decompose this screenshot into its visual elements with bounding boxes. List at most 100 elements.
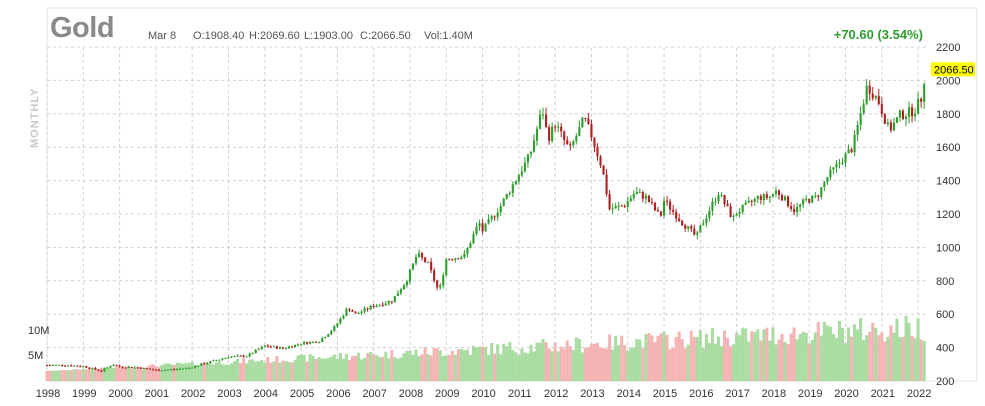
- volume-bar: [511, 349, 515, 381]
- candle-body: [747, 200, 750, 203]
- volume-bar: [69, 369, 73, 381]
- candle-body: [136, 367, 139, 369]
- candle-body: [526, 154, 529, 163]
- candle-body: [596, 146, 599, 157]
- volume-bar: [611, 349, 615, 381]
- candle-body: [765, 194, 768, 199]
- candle-body: [656, 210, 660, 212]
- x-tick-label: 2002: [181, 388, 205, 400]
- volume-bar: [208, 363, 212, 381]
- volume-bar: [81, 369, 85, 381]
- candle-body: [67, 365, 70, 367]
- candle-body: [363, 308, 366, 312]
- volume-bar: [580, 352, 584, 381]
- candle-body: [538, 114, 542, 129]
- candle-body: [454, 258, 457, 260]
- candle-body: [206, 363, 209, 365]
- x-tick-label: 2022: [907, 388, 931, 400]
- volume-bar: [465, 349, 469, 381]
- candle-body: [169, 369, 173, 371]
- volume-bar: [220, 364, 224, 381]
- volume-bar: [523, 352, 527, 381]
- volume-bar: [783, 342, 787, 381]
- candle-body: [808, 198, 811, 203]
- candle-body: [793, 208, 796, 213]
- volume-bar: [205, 363, 209, 381]
- candle-body: [266, 345, 269, 347]
- candle-body: [729, 206, 732, 217]
- volume-bar: [747, 341, 751, 381]
- candle-body: [460, 257, 463, 260]
- candle-body: [759, 195, 762, 201]
- candle-body: [608, 194, 611, 210]
- volume-bar: [360, 359, 364, 381]
- volume-bar: [193, 365, 197, 381]
- candle-body: [617, 205, 620, 207]
- candle-body: [405, 281, 408, 286]
- candle-body: [369, 305, 372, 310]
- candle-body: [97, 369, 100, 371]
- volume-bar: [638, 339, 642, 381]
- volume-bar: [233, 360, 237, 381]
- candle-body: [732, 215, 735, 217]
- candle-body: [505, 193, 508, 199]
- candle-body: [868, 85, 871, 94]
- candle-body: [802, 199, 805, 205]
- volume-bar: [599, 347, 603, 381]
- candle-body: [242, 355, 245, 357]
- volume-bar: [163, 363, 167, 381]
- volume-bar: [889, 325, 893, 381]
- candle-body: [439, 285, 442, 288]
- volume-bar: [72, 369, 76, 381]
- candle-body: [898, 110, 902, 118]
- candle-body: [662, 200, 666, 216]
- candle-body: [641, 191, 644, 199]
- candle-body: [545, 114, 548, 128]
- volume-bar: [441, 355, 445, 381]
- volume-bar: [738, 335, 742, 381]
- volume-bar: [66, 370, 70, 381]
- volume-bar: [828, 326, 832, 381]
- volume-bar: [278, 362, 282, 381]
- volume-bar: [109, 367, 113, 381]
- candle-body: [859, 113, 862, 126]
- candle-body: [445, 259, 448, 276]
- candle-body: [693, 228, 696, 235]
- volume-bar: [411, 354, 415, 381]
- volume-bar: [487, 355, 491, 381]
- volume-bar: [269, 362, 273, 381]
- volume-bar: [571, 350, 575, 381]
- candle-body: [472, 234, 475, 244]
- candle-body: [245, 356, 248, 358]
- volume-bar: [93, 368, 97, 381]
- candle-body: [620, 205, 623, 207]
- candle-body: [342, 315, 345, 319]
- volume-bar: [623, 345, 627, 381]
- volume-bar: [456, 349, 460, 381]
- candle-body: [529, 151, 533, 155]
- volume-bar: [426, 354, 430, 381]
- y-tick-label: 400: [936, 343, 954, 355]
- volume-bar: [299, 354, 303, 381]
- candle-body: [58, 364, 61, 366]
- volume-bar: [226, 364, 230, 381]
- candle-body: [172, 369, 176, 371]
- candle-body: [51, 364, 55, 366]
- candle-body: [176, 369, 179, 371]
- candle-body: [179, 368, 182, 370]
- volume-bar: [54, 370, 58, 381]
- volume-bar: [354, 355, 358, 381]
- volume-bar: [541, 339, 545, 381]
- candle-body: [251, 353, 254, 355]
- volume-value: Vol:1.40M: [424, 30, 473, 42]
- volume-bar: [907, 322, 911, 381]
- candle-body: [790, 206, 793, 209]
- volume-bar: [753, 332, 757, 381]
- volume-bar: [874, 327, 878, 381]
- candle-body: [626, 201, 629, 207]
- candle-body: [669, 201, 672, 210]
- volume-bar: [662, 331, 666, 381]
- volume-bar: [281, 360, 285, 381]
- volume-bar: [710, 328, 714, 381]
